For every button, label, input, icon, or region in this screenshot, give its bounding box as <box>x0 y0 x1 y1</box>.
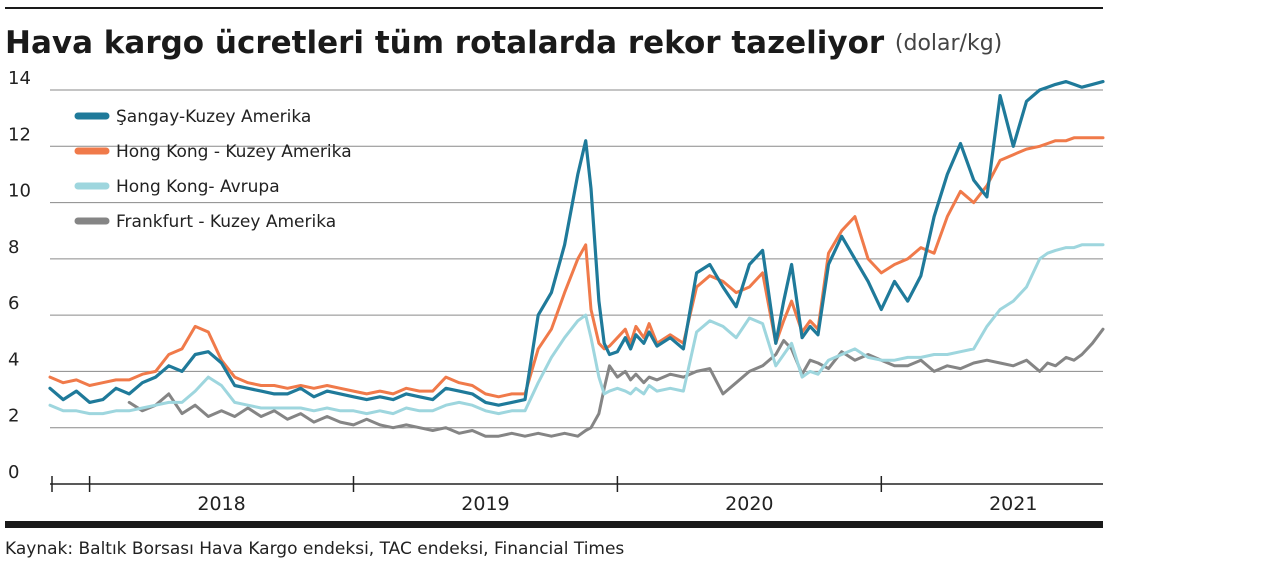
series-line <box>127 327 1105 438</box>
x-tick-label: 2020 <box>725 493 773 515</box>
source-note: Kaynak: Baltık Borsası Hava Kargo endeks… <box>5 539 624 559</box>
y-axis-ticks: 0 2 4 6 8 10 12 14 <box>8 68 31 483</box>
legend-label: Frankfurt - Kuzey Amerika <box>116 212 336 232</box>
y-tick-label: 2 <box>8 406 19 427</box>
x-axis: 2018 2019 2020 2021 <box>50 476 1103 515</box>
series-line <box>48 136 1105 399</box>
y-tick-label: 14 <box>8 68 31 89</box>
legend-label: Şangay-Kuzey Amerika <box>116 107 311 127</box>
y-tick-label: 8 <box>8 237 19 258</box>
y-tick-label: 12 <box>8 124 31 145</box>
y-tick-label: 6 <box>8 293 19 314</box>
series-line <box>48 243 1105 416</box>
legend: Şangay-Kuzey Amerika Hong Kong - Kuzey Am… <box>74 107 352 232</box>
series-line <box>48 80 1105 407</box>
x-tick-label: 2021 <box>989 493 1037 515</box>
chart-unit: (dolar/kg) <box>895 31 1002 56</box>
x-tick-label: 2019 <box>461 493 509 515</box>
y-tick-label: 4 <box>8 349 19 370</box>
x-tick-label: 2018 <box>197 493 245 515</box>
legend-label: Hong Kong - Kuzey Amerika <box>116 142 352 162</box>
series-lines <box>48 80 1105 438</box>
chart-title: Hava kargo ücretleri tüm rotalarda rekor… <box>5 25 885 61</box>
y-tick-label: 0 <box>8 462 19 483</box>
legend-label: Hong Kong- Avrupa <box>116 177 280 197</box>
bottom-rule <box>5 521 1103 528</box>
y-tick-label: 10 <box>8 181 31 202</box>
